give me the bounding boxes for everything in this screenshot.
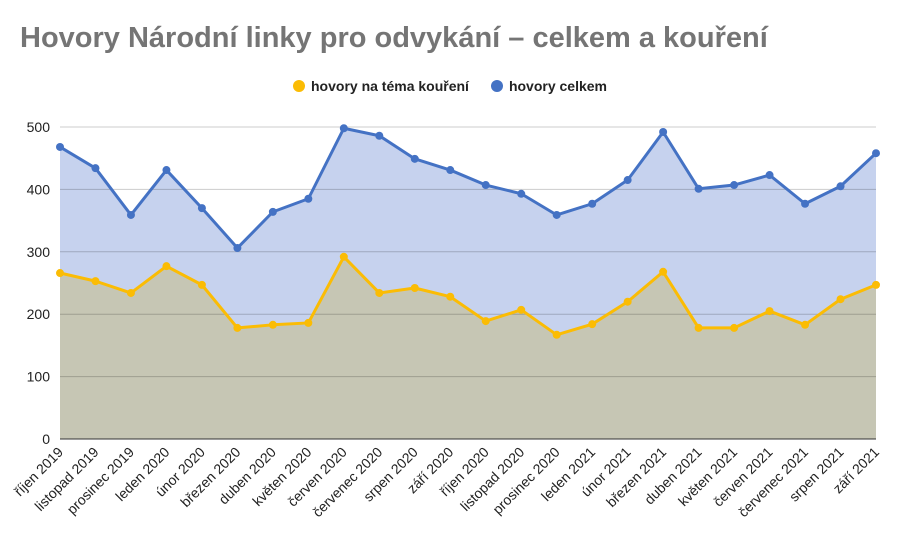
- legend-swatch-smoking: [293, 80, 305, 92]
- point-smoking: [872, 280, 880, 289]
- y-tick-label: 400: [27, 181, 51, 197]
- point-total: [765, 171, 774, 180]
- point-total: [197, 204, 206, 213]
- point-total: [375, 131, 384, 140]
- y-tick-label: 0: [42, 431, 50, 447]
- point-total: [872, 149, 880, 158]
- legend-label-total: hovory celkem: [508, 78, 607, 94]
- chart-title: Hovory Národní linky pro odvykání – celk…: [20, 22, 768, 54]
- point-smoking: [446, 292, 455, 301]
- line-total: [59, 126, 878, 250]
- point-smoking: [91, 277, 100, 286]
- point-total: [268, 207, 277, 216]
- legend: hovory na téma kouření hovory celkem: [0, 78, 900, 94]
- point-smoking: [517, 305, 526, 314]
- legend-label-smoking: hovory na téma kouření: [311, 78, 469, 94]
- point-smoking: [339, 252, 348, 261]
- point-smoking: [801, 320, 810, 329]
- point-smoking: [162, 262, 171, 271]
- y-tick-label: 300: [27, 244, 51, 260]
- point-total: [836, 182, 845, 191]
- point-total: [694, 184, 703, 193]
- point-smoking: [233, 323, 242, 332]
- point-total: [410, 154, 419, 163]
- point-total: [517, 189, 526, 198]
- point-smoking: [730, 323, 739, 332]
- point-total: [801, 199, 810, 208]
- point-smoking: [659, 267, 668, 276]
- point-total: [91, 164, 100, 173]
- point-total: [162, 166, 171, 175]
- point-total: [623, 176, 632, 185]
- point-smoking: [623, 297, 632, 306]
- point-total: [339, 124, 348, 133]
- legend-swatch-total: [490, 80, 503, 92]
- point-total: [446, 166, 455, 175]
- area-smoking: [60, 256, 876, 439]
- y-tick-label: 100: [27, 369, 51, 385]
- legend-item-smoking: hovory na téma kouření: [293, 78, 469, 94]
- point-smoking: [481, 317, 490, 326]
- point-smoking: [410, 283, 419, 292]
- point-smoking: [197, 280, 206, 289]
- line-smoking: [59, 255, 877, 337]
- point-smoking: [588, 320, 597, 329]
- point-smoking: [304, 318, 313, 327]
- point-smoking: [765, 307, 774, 316]
- y-tick-label: 200: [27, 306, 51, 322]
- point-smoking: [694, 323, 703, 332]
- point-smoking: [126, 288, 135, 297]
- point-total: [659, 127, 668, 136]
- point-total: [304, 194, 313, 203]
- point-total: [126, 210, 135, 219]
- point-smoking: [552, 330, 561, 339]
- point-total: [730, 181, 739, 190]
- point-total: [233, 244, 242, 253]
- point-total: [481, 181, 490, 190]
- legend-item-total: hovory celkem: [490, 78, 607, 94]
- point-total: [552, 210, 561, 219]
- y-tick-label: 500: [27, 119, 51, 135]
- point-smoking: [56, 269, 64, 278]
- point-smoking: [375, 288, 384, 297]
- point-smoking: [836, 295, 845, 304]
- point-smoking: [268, 320, 277, 329]
- point-total: [56, 142, 64, 151]
- point-total: [588, 199, 597, 208]
